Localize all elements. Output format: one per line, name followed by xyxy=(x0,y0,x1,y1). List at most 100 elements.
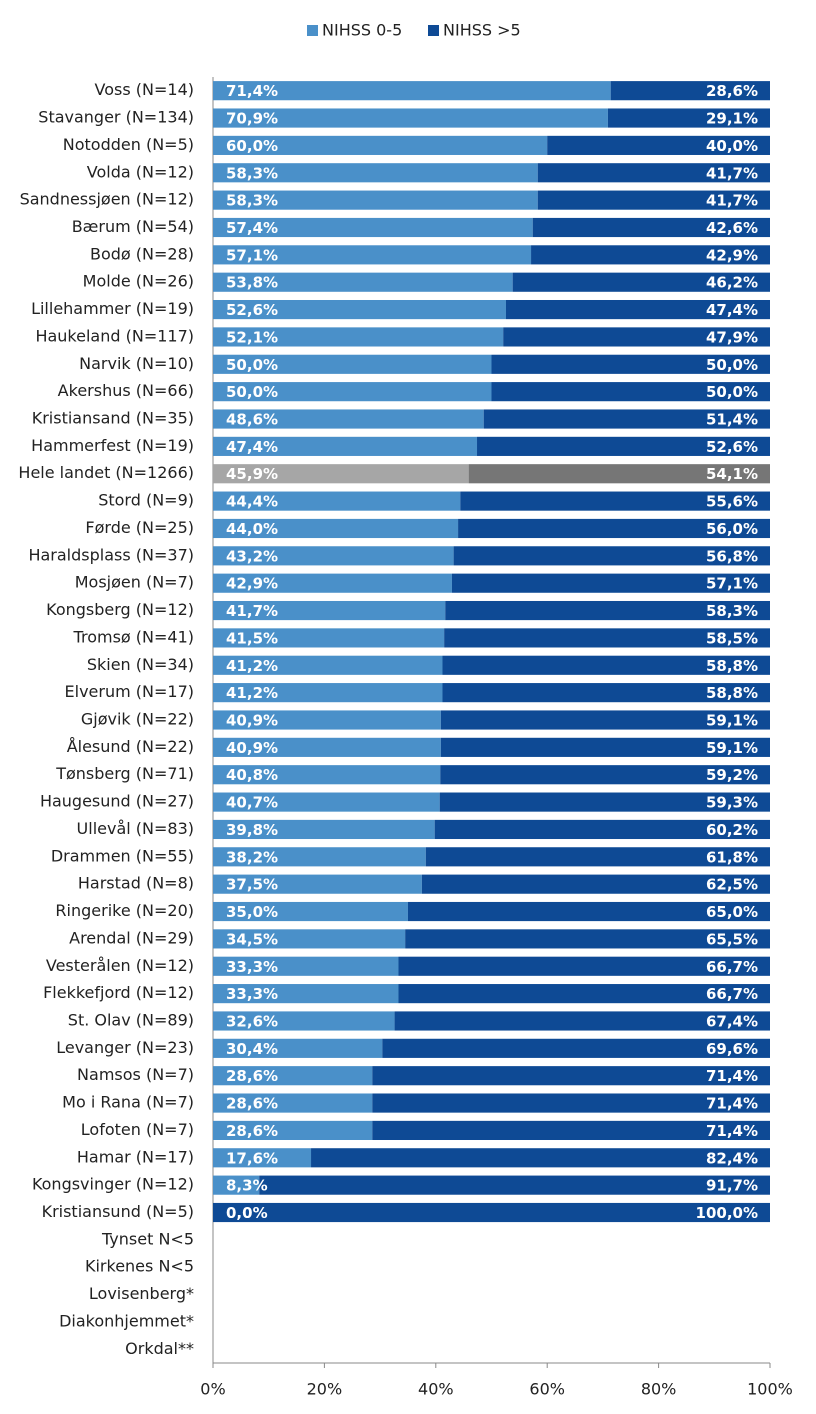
y-tick-label: Haugesund (N=27) xyxy=(40,792,194,811)
value-label: 41,7% xyxy=(706,164,758,182)
y-tick-label: Gjøvik (N=22) xyxy=(81,710,194,729)
y-tick-label: Levanger (N=23) xyxy=(56,1038,194,1057)
bar-segment xyxy=(213,436,478,456)
bar-segment xyxy=(382,1038,770,1058)
bar-segment xyxy=(440,765,770,785)
bar-segment xyxy=(213,737,441,757)
value-label: 52,1% xyxy=(226,328,278,346)
value-label: 28,6% xyxy=(226,1067,278,1085)
bar-segment xyxy=(213,819,435,840)
bar-segment xyxy=(213,354,492,374)
y-tick-label: Diakonhjemmet* xyxy=(59,1311,194,1330)
bar-segment xyxy=(531,245,770,265)
value-label: 30,4% xyxy=(226,1040,278,1058)
y-tick-label: Kristiansund (N=5) xyxy=(42,1202,194,1221)
bar-segment xyxy=(491,354,770,374)
y-tick-label: St. Olav (N=89) xyxy=(68,1010,194,1029)
bar-segment xyxy=(213,765,441,785)
bar-segment xyxy=(213,491,461,511)
y-tick-label: Tønsberg (N=71) xyxy=(55,764,194,783)
value-label: 58,8% xyxy=(706,657,758,675)
value-label: 53,8% xyxy=(226,274,278,292)
y-tick-label: Namsos (N=7) xyxy=(77,1065,194,1084)
value-label: 44,0% xyxy=(226,520,278,538)
value-label: 56,8% xyxy=(706,547,758,565)
bar-segment xyxy=(453,546,770,566)
bar-segment xyxy=(213,299,506,320)
bar-segment xyxy=(434,819,770,840)
value-label: 32,6% xyxy=(226,1012,278,1030)
y-tick-label: Volda (N=12) xyxy=(87,162,194,181)
value-label: 69,6% xyxy=(706,1040,758,1058)
bar-segment xyxy=(213,847,426,867)
value-label: 58,3% xyxy=(226,192,278,210)
y-tick-label: Sandnessjøen (N=12) xyxy=(20,190,194,209)
bar-segment xyxy=(213,245,532,265)
value-label: 17,6% xyxy=(226,1149,278,1167)
value-label: 66,7% xyxy=(706,985,758,1003)
legend-swatch xyxy=(307,25,318,36)
value-label: 60,0% xyxy=(226,137,278,155)
value-label: 35,0% xyxy=(226,903,278,921)
y-tick-label: Ringerike (N=20) xyxy=(55,901,194,920)
value-label: 58,3% xyxy=(706,602,758,620)
value-label: 33,3% xyxy=(226,958,278,976)
bar-segment xyxy=(213,655,443,675)
bar-segment xyxy=(213,217,533,238)
value-label: 50,0% xyxy=(226,356,278,374)
x-tick-label: 0% xyxy=(200,1380,225,1399)
value-label: 43,2% xyxy=(226,547,278,565)
bar-segment xyxy=(213,108,608,128)
x-tick-label: 80% xyxy=(641,1380,677,1399)
y-tick-label: Lofoten (N=7) xyxy=(81,1120,194,1139)
bar-segment xyxy=(213,1038,383,1058)
bar-segment xyxy=(213,518,459,539)
value-label: 29,1% xyxy=(706,110,758,128)
y-tick-label: Ullevål (N=83) xyxy=(77,819,194,838)
value-label: 59,2% xyxy=(706,766,758,784)
value-label: 91,7% xyxy=(706,1177,758,1195)
value-label: 65,5% xyxy=(706,930,758,948)
y-tick-label: Lillehammer (N=19) xyxy=(31,299,194,318)
bar-segment xyxy=(610,81,770,101)
bar-segment xyxy=(477,436,770,456)
value-label: 57,1% xyxy=(226,246,278,264)
value-label: 48,6% xyxy=(226,411,278,429)
x-tick-label: 60% xyxy=(529,1380,565,1399)
x-tick-label: 100% xyxy=(747,1380,793,1399)
y-tick-label: Narvik (N=10) xyxy=(79,354,194,373)
y-tick-label: Orkdal** xyxy=(125,1339,194,1358)
bar-segment xyxy=(213,929,406,949)
y-tick-label: Førde (N=25) xyxy=(85,518,194,537)
value-label: 50,0% xyxy=(226,383,278,401)
bar-segment xyxy=(505,299,770,320)
x-tick-label: 40% xyxy=(418,1380,454,1399)
bar-segment xyxy=(213,1093,373,1113)
y-tick-label: Drammen (N=55) xyxy=(51,846,194,865)
bar-segment xyxy=(213,1120,373,1141)
value-label: 41,2% xyxy=(226,657,278,675)
bar-segment xyxy=(213,901,408,922)
value-label: 40,7% xyxy=(226,794,278,812)
value-label: 42,6% xyxy=(706,219,758,237)
y-tick-label: Notodden (N=5) xyxy=(63,135,194,154)
bar-segment xyxy=(259,1175,770,1195)
bar-segment xyxy=(451,573,770,593)
y-tick-label: Ålesund (N=22) xyxy=(67,737,194,756)
value-label: 59,3% xyxy=(706,794,758,812)
x-tick-label: 20% xyxy=(307,1380,343,1399)
bar-segment xyxy=(439,792,770,812)
value-label: 52,6% xyxy=(226,301,278,319)
value-label: 28,6% xyxy=(706,82,758,100)
y-tick-label: Flekkefjord (N=12) xyxy=(43,983,194,1002)
bar-segment xyxy=(213,600,446,621)
bar-segment xyxy=(458,518,770,539)
value-label: 41,5% xyxy=(226,629,278,647)
value-label: 28,6% xyxy=(226,1095,278,1113)
value-label: 57,1% xyxy=(706,575,758,593)
bar-segment xyxy=(372,1066,770,1086)
bar-segment xyxy=(213,464,469,484)
y-tick-label: Hammerfest (N=19) xyxy=(31,436,194,455)
bar-segment xyxy=(213,382,492,402)
bar-segment xyxy=(405,929,770,949)
